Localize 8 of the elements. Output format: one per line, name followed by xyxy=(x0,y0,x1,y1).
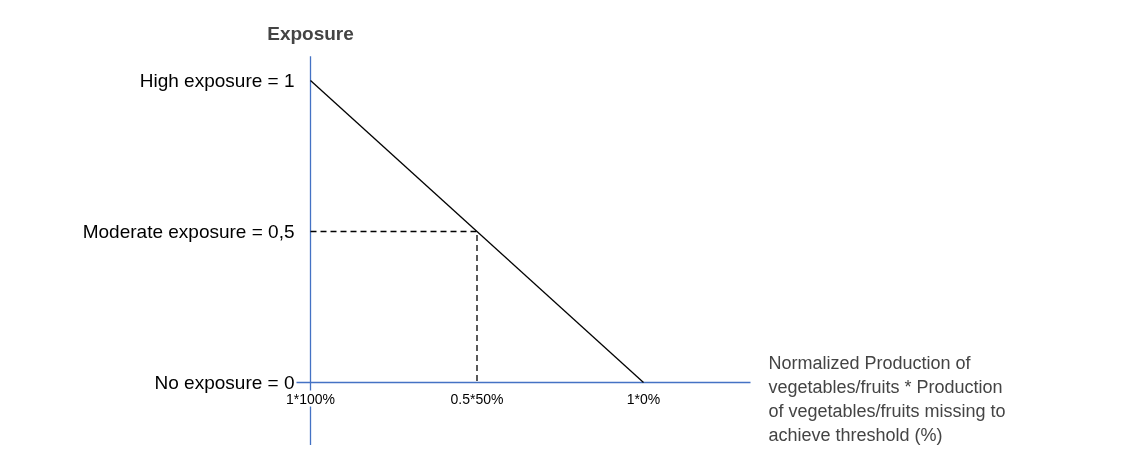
y-tick-label: No exposure = 0 xyxy=(154,372,295,393)
y-axis-title: Exposure xyxy=(267,23,354,45)
x-axis-title: Normalized Production of vegetables/fruits * Production of vegetables/fruits missing to achieve threshold (%) xyxy=(768,352,1006,445)
x-tick-label: 1*0% xyxy=(626,390,661,407)
x-tick-label: 0.5*50% xyxy=(450,390,504,407)
y-tick-label: Moderate exposure = 0,5 xyxy=(82,221,295,242)
x-tick-label: 1*100% xyxy=(285,390,336,407)
y-tick-label: High exposure = 1 xyxy=(139,70,295,91)
